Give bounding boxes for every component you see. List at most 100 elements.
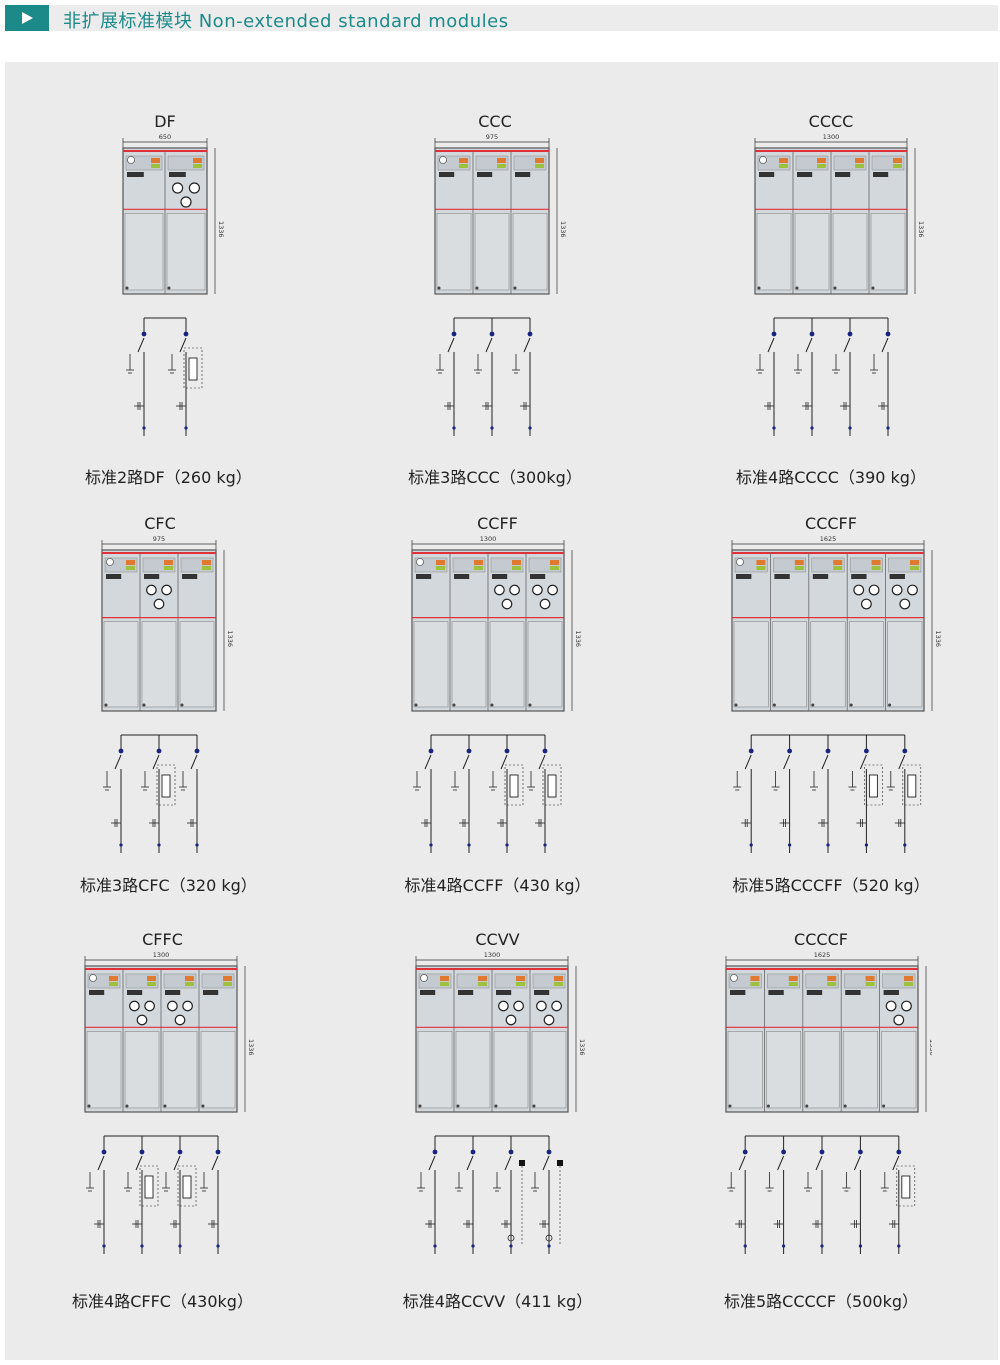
terminal-dot [771,331,777,337]
width-label: 650 [159,133,171,141]
terminal-dot [177,1149,183,1155]
terminal-dot [546,1149,552,1155]
cable-door [166,213,206,291]
cable-door [804,1031,840,1109]
switch-blade [853,1155,861,1171]
status-indicator-icon [756,566,766,570]
terminal-dot [858,1244,862,1248]
terminal-dot [451,331,457,337]
switch-blade [485,337,493,353]
terminal-dot [504,748,510,754]
gauge-icon [736,558,744,566]
module-caption: 标准3路CCC（300kg） [408,468,582,487]
width-label: 1625 [814,951,831,959]
fuse-icon [868,774,878,798]
module-cccff: CCCFF 1625 1336 标准5路CCCFF（520 kg） [720,514,942,895]
status-indicator-icon [779,158,788,163]
cable-door [124,213,164,291]
module-cfc: CFC 975 1336 标准3路CFC（320 kg） [80,514,257,895]
status-indicator-icon [440,982,449,986]
status-indicator-icon [788,976,798,981]
terminal-dot [864,748,869,754]
switch-blade [777,1155,785,1171]
cable-door [436,213,472,291]
cable-door [489,621,525,708]
status-indicator-icon [164,566,173,570]
nameplate [165,990,181,995]
fuse-enclosure [156,764,176,806]
fuse-enclosure [902,764,922,806]
terminal-dot [885,331,891,337]
cabinet-drawing: 1625 1336 [731,535,942,853]
nameplate [492,574,508,579]
door-bolt [125,1104,129,1108]
fuse-icon [901,1175,911,1199]
door-bolt [888,703,892,707]
module-ccccf: CCCCF 1625 1336 标准5路CCCCF（500kg） [710,930,932,1311]
terminal-dot [429,843,433,847]
switch-blade [114,754,122,770]
status-indicator-icon [459,164,468,168]
cable-door [103,621,139,708]
fuse-icon [161,774,171,798]
module-cffc: CFFC 1300 1336 标准4路CFFC（430kg） [65,930,260,1311]
door-bolt [849,703,853,707]
terminal-dot [781,1149,786,1155]
fuse-operator-icon [860,598,872,610]
door-bolt [87,1104,91,1108]
terminal-dot [896,1149,902,1155]
door-bolt [475,286,479,290]
door-bolt [757,286,761,290]
status-indicator-icon [535,164,544,168]
cable-door [512,213,548,291]
terminal-dot [809,331,815,337]
status-indicator-icon [904,976,913,981]
nameplate [835,172,851,177]
terminal-dot [820,1244,824,1248]
terminal-dot [810,426,814,430]
fuse-operator-icon [174,1014,186,1026]
cable-door [766,1031,802,1109]
status-indicator-icon [904,982,913,986]
status-indicator-icon [151,164,160,168]
switch-blade [744,754,752,770]
terminal-dot [433,1244,437,1248]
terminal-dot [489,331,495,337]
fuse-operator-icon [153,598,165,610]
terminal-dot [788,843,792,847]
section-header: 非扩展标准模块 Non-extended standard modules [5,5,998,32]
module-ccff: CCFF 1300 1336 标准4路CCFF（430 kg） [400,514,595,895]
door-bolt [766,1104,770,1108]
cable-door [756,213,792,291]
terminal-dot [471,1244,475,1248]
cable-door [881,1031,917,1109]
fuse-icon [182,1175,192,1199]
fuse-enclosure [864,764,883,806]
door-bolt [452,703,456,707]
door-bolt [163,1104,167,1108]
nameplate [496,990,512,995]
nameplate [477,172,493,177]
nameplate [127,172,144,177]
width-label: 1300 [480,535,497,543]
nameplate [534,990,550,995]
nameplate [759,172,775,177]
terminal-dot [547,1244,551,1248]
status-indicator-icon [855,164,864,168]
nameplate [889,574,905,579]
cabinet-drawing: 1300 1336 [754,133,925,436]
terminal-dot [897,1244,901,1248]
cable-door [455,1031,491,1109]
door-bolt [811,703,815,707]
switch-blade [500,754,508,770]
module-name: CCCCF [794,930,848,949]
status-indicator-icon [827,976,837,981]
cable-door [848,621,884,708]
terminal-dot [847,331,853,337]
nameplate [806,990,823,995]
door-bolt [882,1104,886,1108]
terminal-dot [216,1244,220,1248]
status-indicator-icon [794,566,804,570]
door-bolt [180,703,184,707]
module-name: CCCFF [805,514,857,533]
